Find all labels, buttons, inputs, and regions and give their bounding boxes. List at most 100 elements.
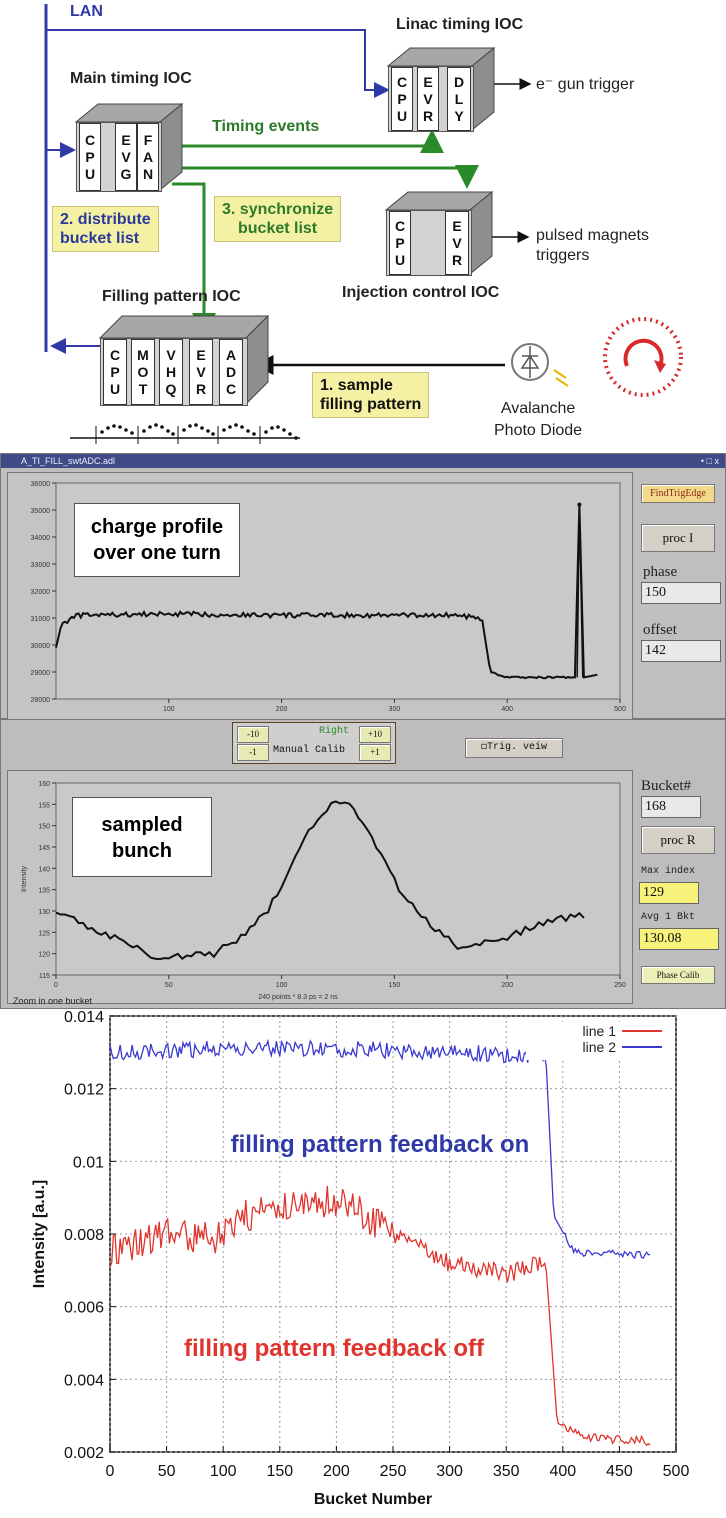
- diagram-connections: [44, 4, 683, 444]
- plot3-ytick-label: 0.012: [64, 1082, 104, 1099]
- plot1-series-line: [55, 504, 598, 680]
- module-letter: V: [452, 234, 462, 251]
- plot2-xtick-label: 0: [54, 982, 58, 989]
- note-synchronize: 3. synchronize bucket list: [214, 196, 342, 242]
- plot2-ytick-label: 150: [38, 824, 50, 831]
- module-letter: U: [109, 380, 121, 397]
- phase-field[interactable]: 150: [641, 582, 721, 604]
- plot3-legend-label: line 1: [583, 1023, 617, 1039]
- calib-plus10-button[interactable]: +10: [359, 726, 391, 743]
- plot3-annotation-on: filling pattern feedback on: [231, 1131, 530, 1158]
- main-box-3d: [74, 102, 184, 192]
- findtrig-button[interactable]: FindTrigEdge: [641, 484, 715, 503]
- module-letter: R: [422, 107, 434, 124]
- calib-minus1-button[interactable]: -1: [237, 744, 269, 761]
- offset-label: offset: [643, 622, 677, 638]
- module-letter: F: [143, 131, 153, 148]
- module-letter: E: [452, 217, 462, 234]
- plot3-legend: [526, 1022, 672, 1060]
- module-letter: Y: [454, 107, 464, 124]
- phase-label: phase: [643, 564, 678, 580]
- plot1-ytick-label: 35000: [31, 508, 51, 515]
- module-letter: M: [137, 346, 149, 363]
- module-letter: P: [85, 148, 95, 165]
- plot1-ytick-label: 32000: [31, 589, 51, 596]
- calib-minus10-button[interactable]: -10: [237, 726, 269, 743]
- proc-i-button[interactable]: proc I: [641, 524, 715, 552]
- module-letter: D: [225, 363, 237, 380]
- gun-trigger-label: e⁻ gun trigger: [536, 76, 635, 93]
- calib-right-label: Right: [319, 726, 350, 737]
- module-letter: P: [110, 363, 120, 380]
- module-letter: G: [120, 165, 132, 182]
- linac-ioc-title: Linac timing IOC: [396, 16, 524, 33]
- intensity-chart: 0 50 100 150 200 250 300 350 400 450 500 0.002 0.004…: [31, 1010, 689, 1508]
- plot1-ytick-label: 33000: [31, 562, 51, 569]
- note-distribute: 2. distribute bucket list: [52, 206, 159, 252]
- plot2-ytick-label: 145: [38, 845, 50, 852]
- filling-box-3d: [98, 314, 270, 406]
- window-controls[interactable]: • □ x: [700, 456, 719, 466]
- offset-field[interactable]: 142: [641, 640, 721, 662]
- zoom-label: Zoom in one bucket: [13, 996, 93, 1006]
- plot2-xtick-label: 250: [614, 982, 626, 989]
- plot2-ytick-label: 135: [38, 888, 50, 895]
- module-letter: U: [84, 165, 96, 182]
- trig-view-button[interactable]: ◻Trig. veiw: [465, 738, 563, 758]
- plot2-ytick-label: 120: [38, 952, 50, 959]
- plot1-xtick-label: 500: [614, 706, 626, 713]
- sampled-bunch-panel: 115 120 125 130 135 140 145 150 155 160 0 50 100 150 2…: [7, 770, 633, 1004]
- note-sample: 1. sample filling pattern: [312, 372, 430, 418]
- max-index-field[interactable]: 129: [639, 882, 699, 904]
- apd-label: Avalanche Photo Diode: [494, 400, 583, 439]
- bucket-field[interactable]: 168: [641, 796, 701, 818]
- module-letter: C: [396, 73, 408, 90]
- photodiode-icon: [511, 343, 569, 387]
- plot3-ytick-label: 0.01: [73, 1154, 104, 1171]
- plot1-xtick-label: 300: [389, 706, 401, 713]
- plot2-ytick-label: 140: [38, 866, 50, 873]
- max-index-label: Max index: [641, 866, 696, 877]
- module-letter: U: [396, 107, 408, 124]
- avg-label: Avg 1 Bkt: [641, 912, 696, 923]
- plot1-ytick-label: 36000: [31, 481, 51, 488]
- main-ioc-title: Main timing IOC: [70, 70, 192, 87]
- plot3-ylabel: Intensity [a.u.]: [31, 1180, 48, 1288]
- plot2-ytick-label: 115: [39, 973, 50, 980]
- storage-ring-icon: [603, 317, 683, 397]
- injection-box-3d: [384, 190, 494, 276]
- proc-r-button[interactable]: proc R: [641, 826, 715, 854]
- adc-window: A_TI_FILL_swtADC.adl • □ x 29000 30000 310…: [0, 453, 726, 770]
- plot3-xtick-label: 250: [380, 1463, 407, 1480]
- module-letter: A: [225, 346, 237, 363]
- plot2-ylabel: Intensity: [21, 865, 28, 892]
- module-letter: E: [423, 73, 433, 90]
- plot3-ytick-label: 0.002: [64, 1445, 104, 1462]
- plot3-annotation-off: filling pattern feedback off: [184, 1335, 485, 1362]
- avg-field[interactable]: 130.08: [639, 928, 719, 950]
- module-letter: H: [165, 363, 177, 380]
- plot3-ytick-label: 0.014: [64, 1010, 104, 1026]
- plot3-xtick-label: 200: [323, 1463, 350, 1480]
- module-letter: N: [142, 165, 154, 182]
- plot1-ytick-label: 28000: [31, 697, 51, 704]
- calib-plus1-button[interactable]: +1: [359, 744, 391, 761]
- plot1-xtick-label: 400: [501, 706, 513, 713]
- plot1-ytick-label: 31000: [31, 616, 51, 623]
- bucket-label: Bucket#: [641, 778, 691, 794]
- module-letter: L: [454, 90, 464, 107]
- module-letter: A: [142, 148, 154, 165]
- phase-calib-button[interactable]: Phase Calib: [641, 966, 715, 984]
- plot2-ytick-label: 160: [38, 781, 50, 788]
